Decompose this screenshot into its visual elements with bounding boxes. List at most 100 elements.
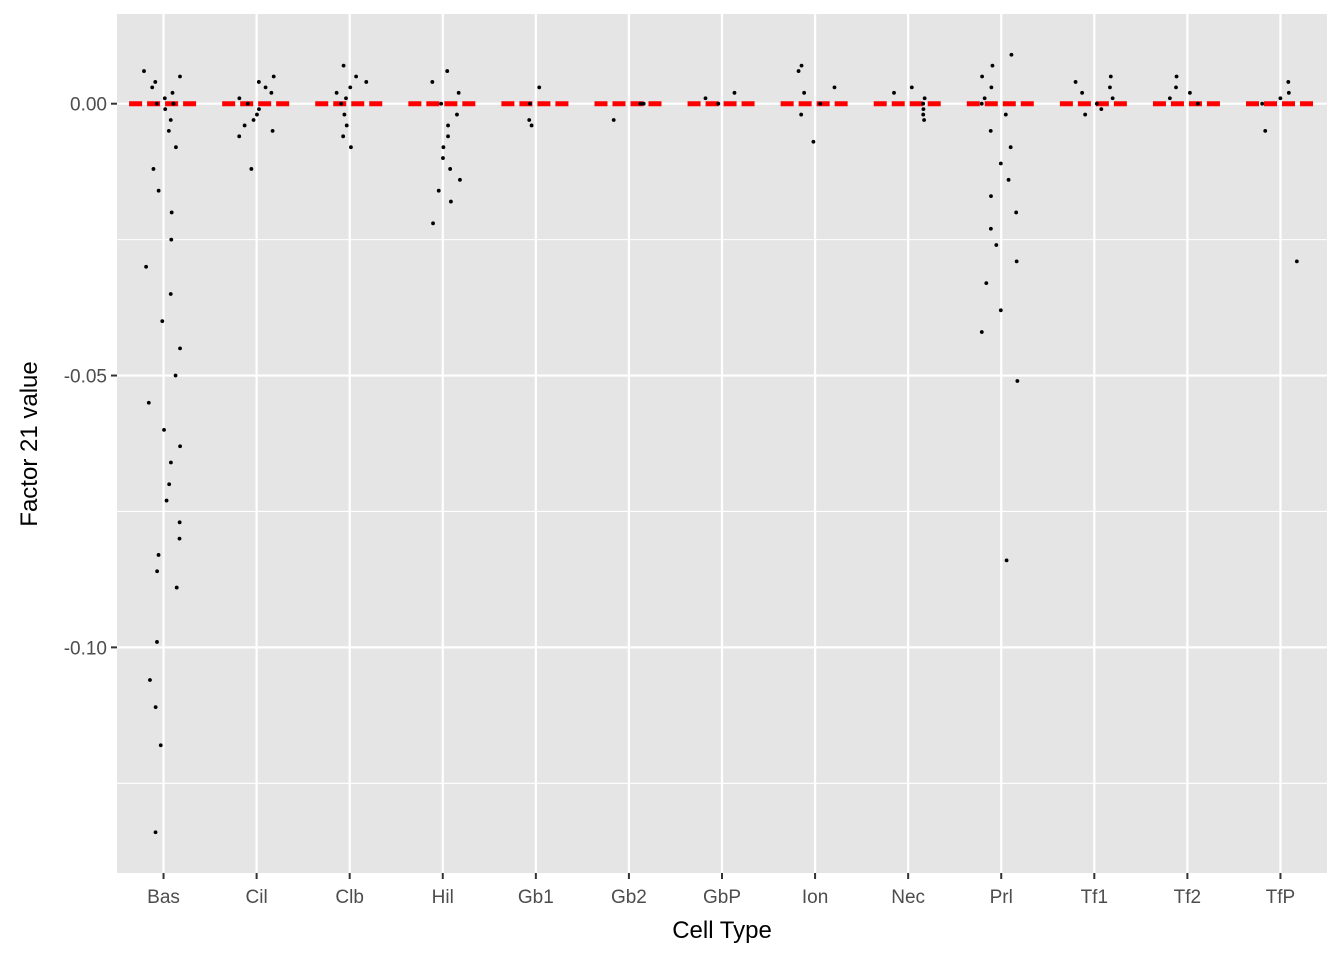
data-point: [989, 194, 993, 199]
data-point: [270, 128, 275, 133]
data-point: [151, 167, 156, 171]
x-tick-label: Nec: [891, 887, 925, 908]
x-tick-label: Clb: [335, 887, 364, 908]
data-point: [1286, 90, 1291, 95]
data-point: [1014, 210, 1019, 215]
data-point: [441, 156, 445, 160]
data-point: [799, 112, 804, 117]
data-point: [255, 112, 259, 117]
y-axis-title: Factor 21 value: [16, 361, 43, 526]
data-point: [641, 101, 646, 106]
data-point: [349, 145, 353, 150]
data-point: [341, 63, 346, 68]
data-point: [249, 167, 254, 171]
x-tick-label: TfP: [1266, 887, 1296, 908]
data-point: [341, 134, 346, 139]
data-point: [178, 74, 182, 79]
data-point: [979, 330, 984, 334]
data-point: [998, 308, 1003, 313]
data-point: [446, 134, 450, 139]
data-point: [1015, 379, 1020, 383]
data-point: [448, 167, 453, 171]
data-point: [716, 101, 721, 106]
data-point: [177, 536, 182, 541]
y-tick-label: -0.05: [64, 367, 107, 388]
data-point: [242, 123, 247, 128]
data-point: [529, 123, 534, 128]
data-point: [989, 85, 994, 90]
x-tick-label: Ion: [802, 887, 828, 908]
data-point: [173, 373, 178, 378]
data-point: [984, 281, 989, 286]
data-point: [257, 107, 261, 112]
data-point: [982, 96, 987, 101]
data-point: [344, 123, 349, 128]
data-point: [1108, 74, 1113, 79]
data-point: [1083, 112, 1088, 117]
data-point: [449, 199, 453, 204]
x-tick-label: Hil: [432, 887, 454, 908]
data-point: [455, 112, 459, 117]
data-point: [153, 830, 158, 835]
data-point: [1188, 90, 1192, 95]
data-point: [342, 112, 347, 117]
data-point: [174, 145, 178, 150]
data-point: [994, 243, 999, 247]
data-point: [1286, 80, 1291, 84]
data-point: [1110, 96, 1115, 101]
data-point: [156, 188, 161, 193]
data-point: [1009, 52, 1014, 57]
x-tick-label: Tf1: [1081, 887, 1108, 908]
data-point: [1004, 558, 1009, 563]
x-tick-label: Gb1: [518, 887, 554, 908]
data-point: [354, 74, 359, 79]
data-point: [988, 128, 993, 133]
data-point: [154, 101, 159, 106]
data-point: [146, 400, 151, 405]
data-point: [1014, 259, 1019, 264]
data-point: [170, 90, 175, 95]
data-point: [348, 85, 353, 90]
data-point: [811, 139, 816, 144]
major-gridlines: [117, 14, 1327, 873]
data-point: [703, 96, 708, 101]
data-point: [148, 678, 152, 682]
data-point: [1006, 177, 1011, 182]
data-point: [439, 101, 444, 106]
data-point: [441, 145, 446, 150]
x-axis-title: Cell Type: [672, 917, 772, 944]
data-point: [144, 264, 148, 269]
data-point: [1167, 96, 1172, 101]
data-point: [445, 69, 450, 73]
data-point: [638, 101, 643, 106]
data-point: [527, 118, 532, 122]
data-point: [164, 498, 169, 503]
data-point: [796, 69, 801, 73]
data-point: [167, 482, 172, 487]
data-point: [909, 85, 914, 90]
data-point: [922, 118, 926, 122]
data-point: [155, 569, 160, 574]
data-point: [921, 112, 926, 117]
data-point: [142, 69, 146, 73]
data-point: [245, 101, 250, 106]
data-point: [1099, 107, 1104, 112]
data-point: [832, 85, 837, 90]
data-point: [158, 743, 163, 748]
y-axis: 0.00 -0.05 -0.10: [64, 95, 117, 659]
data-point: [892, 90, 896, 95]
data-point: [732, 90, 737, 95]
x-tick-label: Bas: [147, 887, 180, 908]
data-point: [1108, 85, 1112, 90]
data-point: [153, 80, 158, 84]
data-point: [802, 90, 807, 95]
data-point: [1196, 101, 1200, 106]
data-point: [1263, 128, 1268, 133]
data-point: [178, 346, 182, 351]
data-point: [169, 460, 173, 465]
data-point: [1003, 112, 1008, 117]
data-point: [537, 85, 542, 90]
x-tick-label: Gb2: [611, 887, 647, 908]
data-point: [178, 444, 182, 449]
